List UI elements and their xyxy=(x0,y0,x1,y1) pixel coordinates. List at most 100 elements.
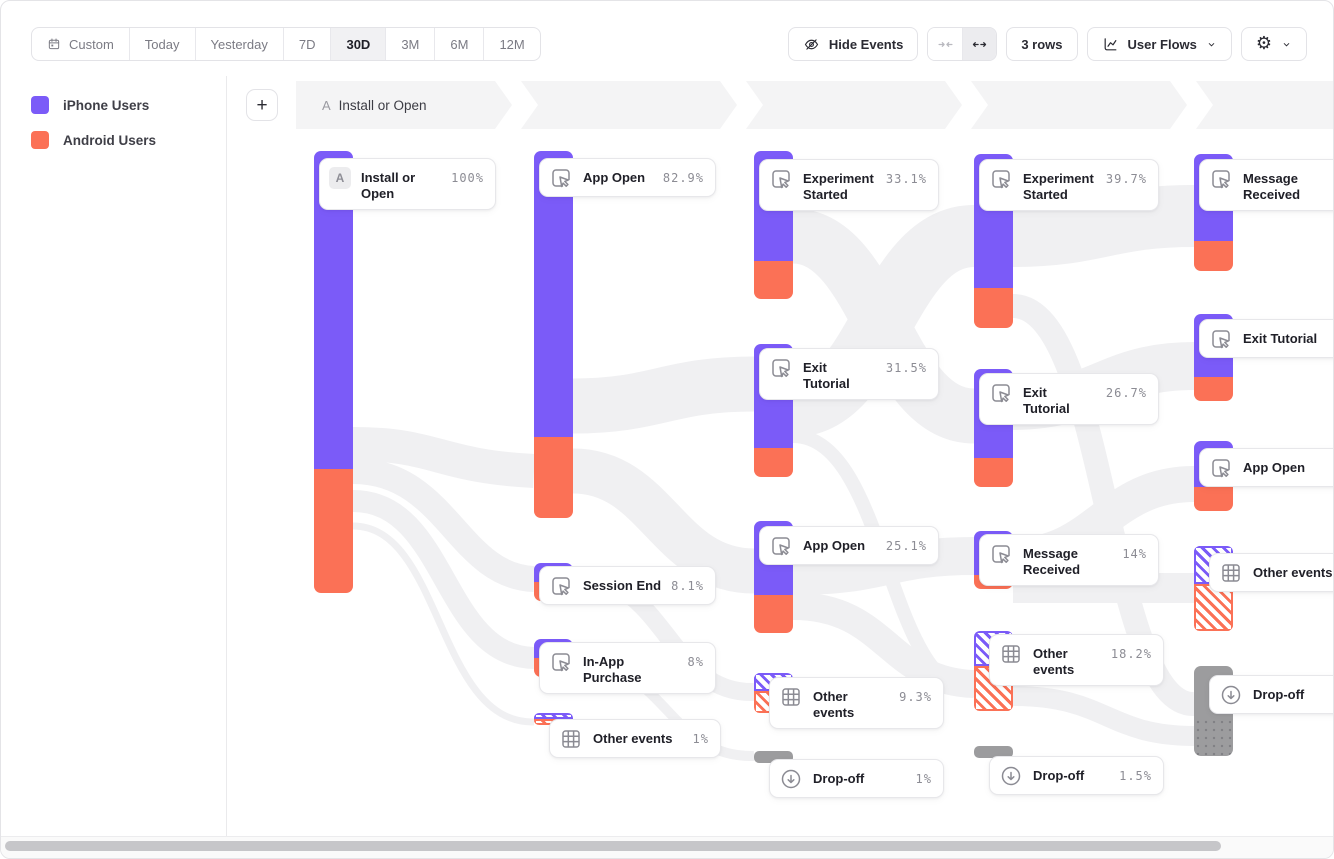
date-range-30d[interactable]: 30D xyxy=(330,28,386,60)
events-grid-icon xyxy=(1002,645,1020,663)
add-step-button[interactable]: + xyxy=(246,89,278,121)
flow-node-message-received[interactable]: Message Received 14% xyxy=(979,534,1159,586)
node-percentage: 8% xyxy=(687,655,704,669)
bar-segment-android-users xyxy=(974,287,1013,328)
cursor-click-icon xyxy=(1212,459,1230,478)
flow-node-in-app-purchase[interactable]: In-App Purchase 8% xyxy=(539,642,716,694)
date-range-6m[interactable]: 6M xyxy=(434,28,483,60)
flow-node-other-events[interactable]: Other events 18.2% xyxy=(989,634,1164,686)
cursor-click-icon xyxy=(772,537,790,556)
flow-node-session-end[interactable]: Session End 8.1% xyxy=(539,566,716,605)
hide-events-label: Hide Events xyxy=(828,36,904,52)
node-percentage: 31.5% xyxy=(885,361,927,375)
node-percentage: 14% xyxy=(1122,547,1147,561)
events-grid-icon xyxy=(782,688,800,706)
flow-bar-app-open[interactable] xyxy=(534,151,573,518)
date-range-label: 7D xyxy=(298,36,316,52)
flow-node-app-open[interactable]: App Open 25.1% xyxy=(759,526,939,565)
node-percentage: 1% xyxy=(915,772,932,786)
legend-swatch xyxy=(31,131,49,149)
node-label: Other events xyxy=(1253,565,1333,580)
date-range-label: 12M xyxy=(499,36,525,52)
chevron-down-icon xyxy=(1208,42,1215,47)
flow-node-other-events[interactable]: Other events 9.3% xyxy=(769,677,944,729)
collapse-columns-button[interactable] xyxy=(928,28,963,60)
node-label: Message Received xyxy=(1243,171,1301,203)
cursor-click-icon xyxy=(992,545,1010,564)
flow-node-experiment-started[interactable]: Experiment Started 33.1% xyxy=(759,159,939,211)
date-range-label: Yesterday xyxy=(210,36,268,52)
node-label: Install or Open xyxy=(361,170,416,202)
flow-node-app-open[interactable]: App Open xyxy=(1199,448,1333,487)
bar-segment-android-users xyxy=(974,457,1013,487)
flow-chart-canvas: + A Install or Open A Install or Open 100% A… xyxy=(227,76,1333,836)
cursor-click-icon xyxy=(552,169,570,188)
flow-node-other-events[interactable]: Other events xyxy=(1209,553,1333,592)
step-segment-3[interactable] xyxy=(746,81,962,129)
flow-bar-drop-off[interactable] xyxy=(974,746,1013,758)
node-label: Drop-off xyxy=(813,771,865,786)
legend-item[interactable]: Android Users xyxy=(31,131,226,149)
step-segment-5[interactable] xyxy=(1196,81,1333,129)
toolbar-right: Hide Events 3 rows xyxy=(787,27,1307,61)
flow-node-exit-tutorial[interactable]: Exit Tutorial 26.7% xyxy=(979,373,1159,425)
flow-node-drop-off[interactable]: Drop-off xyxy=(1209,675,1333,714)
date-range-today[interactable]: Today xyxy=(128,28,195,60)
collapse-expand-toggle xyxy=(927,27,998,61)
expand-arrows-icon xyxy=(973,41,987,47)
flow-node-drop-off[interactable]: Drop-off 1% xyxy=(769,759,944,798)
date-range-label: 6M xyxy=(450,36,469,52)
node-percentage: 8.1% xyxy=(671,579,704,593)
date-range-yesterday[interactable]: Yesterday xyxy=(194,28,283,60)
legend-sidebar: iPhone Users Android Users xyxy=(1,76,227,836)
node-label: Experiment Started xyxy=(1023,171,1094,203)
flow-node-exit-tutorial[interactable]: Exit Tutorial 31.5% xyxy=(759,348,939,400)
step-segment-1[interactable]: A Install or Open xyxy=(296,81,512,129)
node-label: Drop-off xyxy=(1033,768,1085,783)
cursor-click-icon xyxy=(772,359,790,378)
node-label: App Open xyxy=(803,538,866,553)
flow-node-experiment-started[interactable]: Experiment Started 39.7% xyxy=(979,159,1159,211)
legend-swatch xyxy=(31,96,49,114)
date-range-3m[interactable]: 3M xyxy=(385,28,434,60)
flow-node-message-received[interactable]: Message Received xyxy=(1199,159,1333,211)
date-range-custom[interactable]: Custom xyxy=(32,28,129,60)
cursor-click-icon xyxy=(552,653,570,672)
date-range-7d[interactable]: 7D xyxy=(282,28,331,60)
flow-chart-icon xyxy=(1104,37,1116,50)
view-label: User Flows xyxy=(1127,36,1197,52)
date-range-12m[interactable]: 12M xyxy=(483,28,539,60)
flow-node-other-events[interactable]: Other events 1% xyxy=(549,719,721,758)
bar-segment-android-users xyxy=(754,594,793,633)
node-percentage: 100% xyxy=(451,171,484,185)
bar-segment-iphone-users xyxy=(534,713,573,719)
view-selector-button[interactable]: User Flows xyxy=(1086,27,1232,61)
chevron-down-icon xyxy=(1283,42,1290,47)
rows-button[interactable]: 3 rows xyxy=(1006,27,1078,61)
flow-node-exit-tutorial[interactable]: Exit Tutorial xyxy=(1199,319,1333,358)
bar-segment-android-users xyxy=(314,469,353,593)
date-range-selector: Custom Today Yesterday 7D 30D 3M 6M 12M xyxy=(31,27,541,61)
date-range-label: 3M xyxy=(401,36,420,52)
node-label: Other events xyxy=(1033,646,1075,678)
flow-bar-install-or-open[interactable] xyxy=(314,151,353,593)
step-segment-2[interactable] xyxy=(521,81,737,129)
bar-segment-iphone-users xyxy=(534,151,573,438)
expand-columns-button[interactable] xyxy=(962,28,997,60)
step-segment-4[interactable] xyxy=(971,81,1187,129)
flow-node-install-or-open[interactable]: A Install or Open 100% xyxy=(319,158,496,210)
flow-node-app-open[interactable]: App Open 82.9% xyxy=(539,158,716,197)
legend-item[interactable]: iPhone Users xyxy=(31,96,226,114)
node-percentage: 26.7% xyxy=(1105,386,1147,400)
horizontal-scrollbar xyxy=(1,836,1333,858)
scrollbar-thumb[interactable] xyxy=(5,841,1221,851)
node-percentage: 25.1% xyxy=(885,539,927,553)
settings-button[interactable]: ⚙ xyxy=(1240,27,1307,61)
node-label: App Open xyxy=(1243,460,1306,475)
bar-segment-android-users xyxy=(1194,584,1233,631)
step-header: A Install or Open xyxy=(296,81,1333,129)
hide-events-button[interactable]: Hide Events xyxy=(787,27,919,61)
events-grid-icon xyxy=(1222,564,1240,582)
flow-node-drop-off[interactable]: Drop-off 1.5% xyxy=(989,756,1164,795)
